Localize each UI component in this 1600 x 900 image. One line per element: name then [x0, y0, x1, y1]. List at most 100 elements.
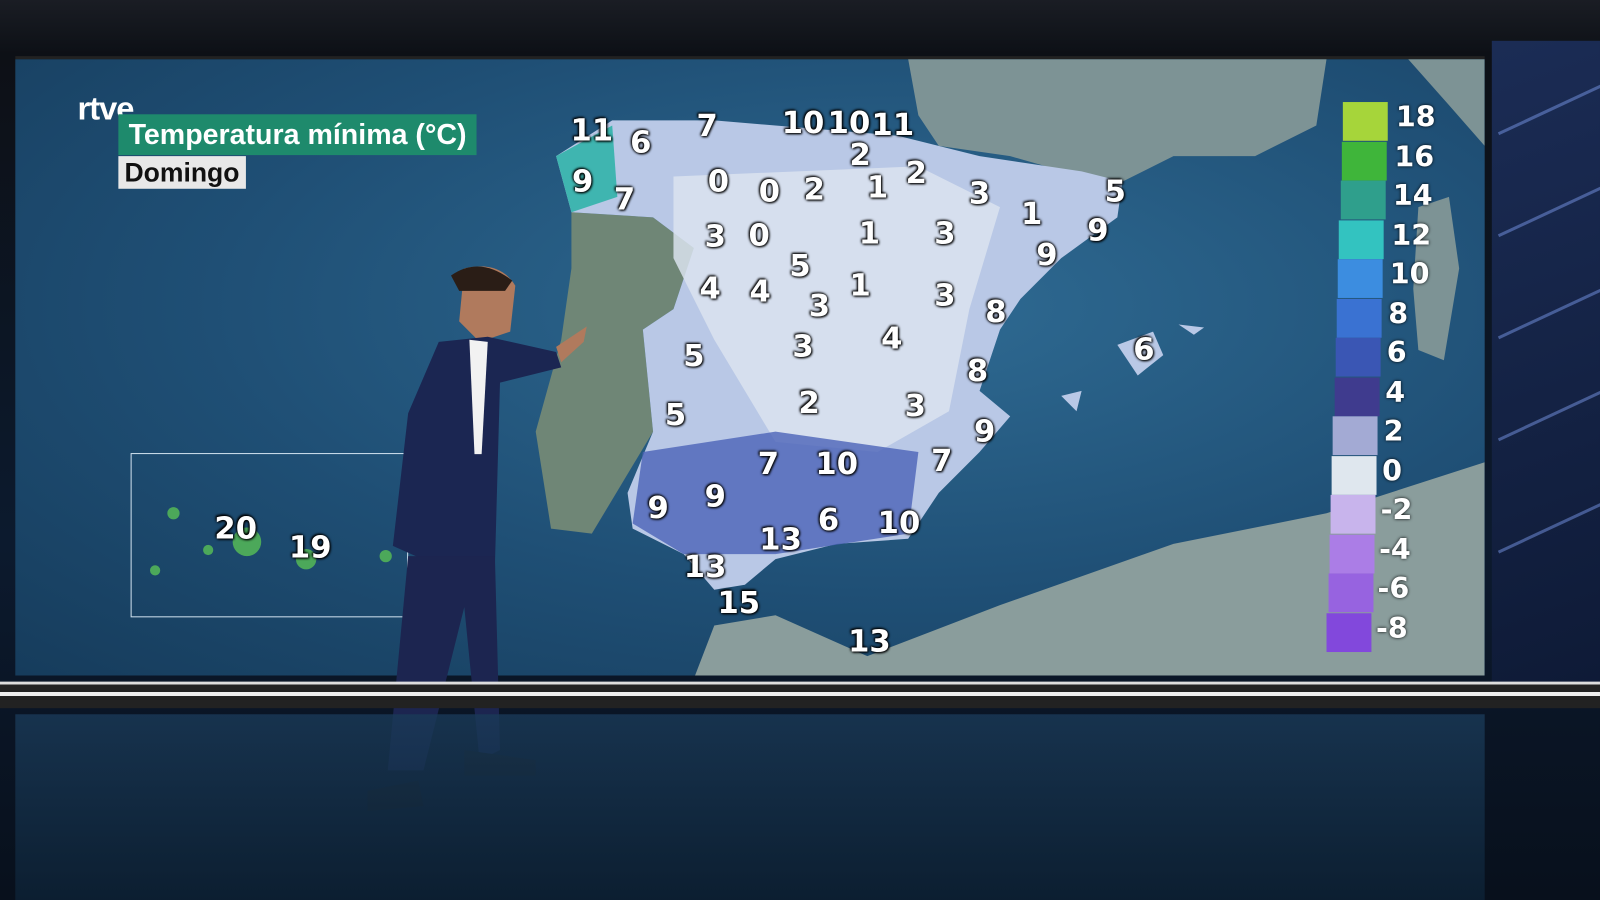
- temperature-value: 3: [968, 176, 991, 212]
- temperature-value: 2: [905, 155, 927, 192]
- map-svg: [149, 59, 1485, 676]
- legend-swatch: [1339, 219, 1385, 259]
- temperature-value: 0: [758, 173, 781, 210]
- legend-label: -4: [1379, 532, 1411, 566]
- temperature-value: 8: [966, 353, 989, 390]
- sardinia-corsica: [1413, 196, 1460, 361]
- legend-label: 8: [1388, 296, 1409, 331]
- temperature-value: 3: [934, 278, 956, 314]
- temperature-value: 6: [817, 502, 840, 539]
- temperature-value: 5: [664, 397, 687, 434]
- weather-map-screen: [15, 56, 1485, 676]
- legend-swatch: [1329, 534, 1375, 573]
- legend-label: -2: [1380, 492, 1413, 527]
- temperature-value: 3: [792, 329, 814, 365]
- legend-swatch: [1333, 416, 1378, 456]
- temperature-value: 6: [630, 124, 652, 161]
- legend-label: 0: [1382, 453, 1403, 488]
- south-warm-zone: [632, 431, 919, 555]
- legend-label: 18: [1395, 99, 1436, 134]
- legend-swatch: [1341, 141, 1387, 181]
- temperature-value: 1: [1020, 196, 1043, 233]
- legend-swatch: [1326, 612, 1372, 652]
- temperature-value: 7: [696, 108, 718, 145]
- legend-label: 10: [1389, 257, 1430, 291]
- temperature-value: 6: [1133, 332, 1155, 368]
- ibiza: [1061, 390, 1082, 412]
- italy-land: [1408, 59, 1485, 146]
- legend-label: -6: [1377, 571, 1410, 606]
- temperature-value: 15: [717, 585, 761, 621]
- temperature-value: 2: [798, 385, 820, 421]
- legend-swatch: [1342, 102, 1388, 141]
- temperature-value: 2: [803, 171, 825, 208]
- canary-temperature-value: 20: [214, 510, 258, 547]
- temperature-value: 9: [571, 163, 594, 200]
- temperature-value: 5: [789, 248, 811, 285]
- legend-label: 4: [1385, 374, 1406, 409]
- temperature-value: 7: [931, 443, 953, 480]
- temperature-value: 5: [1104, 173, 1126, 210]
- legend-label: -8: [1376, 610, 1408, 645]
- temperature-value: 13: [683, 549, 727, 586]
- legend-label: 16: [1394, 139, 1435, 173]
- map-title: Temperatura mínima (°C): [118, 114, 477, 156]
- menorca: [1178, 324, 1205, 335]
- studio-side-panel: [1491, 40, 1600, 694]
- temperature-value: 4: [749, 273, 771, 310]
- legend-swatch: [1335, 337, 1381, 377]
- temperature-value: 3: [808, 288, 831, 324]
- temperature-value: 2: [849, 137, 871, 173]
- temperature-value: 5: [683, 338, 705, 374]
- canary-islands: [149, 507, 392, 576]
- france-land: [908, 59, 1327, 182]
- temperature-value: 3: [904, 388, 926, 424]
- temperature-value: 0: [707, 163, 730, 200]
- studio-floor-edge: [0, 681, 1600, 709]
- temperature-value: 9: [647, 490, 669, 527]
- legend-label: 12: [1391, 217, 1432, 252]
- portugal-land: [535, 212, 694, 534]
- temperature-value: 7: [757, 446, 780, 483]
- temperature-value: 13: [848, 623, 891, 660]
- temperature-value: 4: [699, 270, 721, 307]
- legend-swatch: [1331, 455, 1377, 495]
- temperature-value: 4: [881, 320, 903, 357]
- legend-swatch: [1334, 377, 1380, 416]
- day-label: Domingo: [118, 156, 246, 189]
- temperature-value: 3: [934, 215, 956, 252]
- temperature-value: 9: [1036, 237, 1058, 273]
- legend-label: 6: [1386, 335, 1407, 370]
- temperature-value: 9: [1087, 212, 1109, 249]
- temperature-value: 11: [570, 112, 614, 149]
- temperature-value: 9: [974, 413, 996, 450]
- temperature-value: 11: [871, 107, 915, 144]
- galicia-coast: [556, 125, 618, 213]
- interior-cold-zone: [673, 166, 1000, 453]
- temperature-value: 0: [748, 217, 770, 254]
- legend-swatch: [1340, 180, 1386, 220]
- temperature-value: 8: [985, 294, 1007, 331]
- mallorca: [1117, 331, 1164, 376]
- temperature-value: 1: [858, 215, 881, 252]
- temperature-value: 1: [849, 267, 871, 304]
- canary-temperature-value: 19: [288, 530, 332, 566]
- legend-swatch: [1336, 298, 1382, 338]
- temperature-value: 10: [877, 505, 921, 542]
- temperature-value: 10: [815, 446, 859, 483]
- temperature-value: 1: [866, 169, 889, 206]
- temperature-value: 10: [827, 105, 871, 142]
- temperature-value: 7: [613, 182, 636, 218]
- legend-swatch: [1330, 494, 1376, 534]
- floor-reflection: [15, 714, 1485, 900]
- temperature-value: 3: [704, 218, 726, 255]
- legend-label: 14: [1392, 178, 1433, 213]
- legend-swatch: [1328, 573, 1374, 613]
- temperature-value: 10: [781, 105, 825, 142]
- temperature-value: 13: [759, 521, 802, 558]
- temperature-value: 9: [704, 479, 726, 515]
- africa-land: [695, 462, 1485, 676]
- legend-swatch: [1337, 259, 1383, 298]
- legend-label: 2: [1383, 414, 1404, 448]
